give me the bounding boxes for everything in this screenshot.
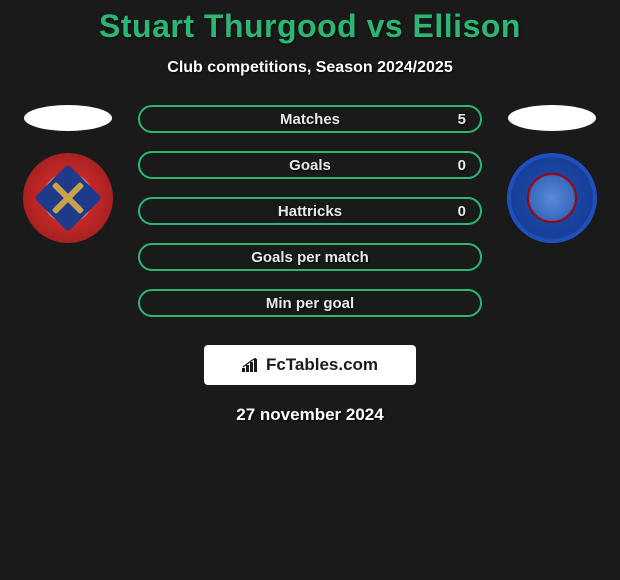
stat-bar-min-per-goal: Min per goal: [138, 289, 482, 317]
stat-bar-hattricks: Hattricks 0: [138, 197, 482, 225]
root: Stuart Thurgood vs Ellison Club competit…: [0, 0, 620, 425]
right-side: [502, 105, 602, 243]
hammers-icon: [48, 178, 88, 218]
stat-label: Min per goal: [266, 295, 354, 312]
stat-bar-goals: Goals 0: [138, 151, 482, 179]
stat-label: Goals: [289, 157, 331, 174]
stat-label: Matches: [280, 111, 340, 128]
subtitle: Club competitions, Season 2024/2025: [0, 59, 620, 77]
stat-bar-matches: Matches 5: [138, 105, 482, 133]
footer-date: 27 november 2024: [0, 405, 620, 425]
club-badge-right: [507, 153, 597, 243]
player-ellipse-left: [24, 105, 112, 131]
left-side: [18, 105, 118, 243]
stat-bars: Matches 5 Goals 0 Hattricks 0 Goals per …: [138, 105, 482, 317]
stat-value: 0: [458, 157, 466, 174]
stat-value: 5: [458, 111, 466, 128]
club-badge-left: [23, 153, 113, 243]
stat-value: 0: [458, 203, 466, 220]
stat-bar-goals-per-match: Goals per match: [138, 243, 482, 271]
logo-text: FcTables.com: [266, 355, 378, 375]
main-row: Matches 5 Goals 0 Hattricks 0 Goals per …: [0, 105, 620, 317]
player-ellipse-right: [508, 105, 596, 131]
stat-label: Goals per match: [251, 249, 369, 266]
stat-label: Hattricks: [278, 203, 342, 220]
logo-box: FcTables.com: [204, 345, 416, 385]
page-title: Stuart Thurgood vs Ellison: [0, 8, 620, 45]
chart-icon: [242, 358, 260, 372]
